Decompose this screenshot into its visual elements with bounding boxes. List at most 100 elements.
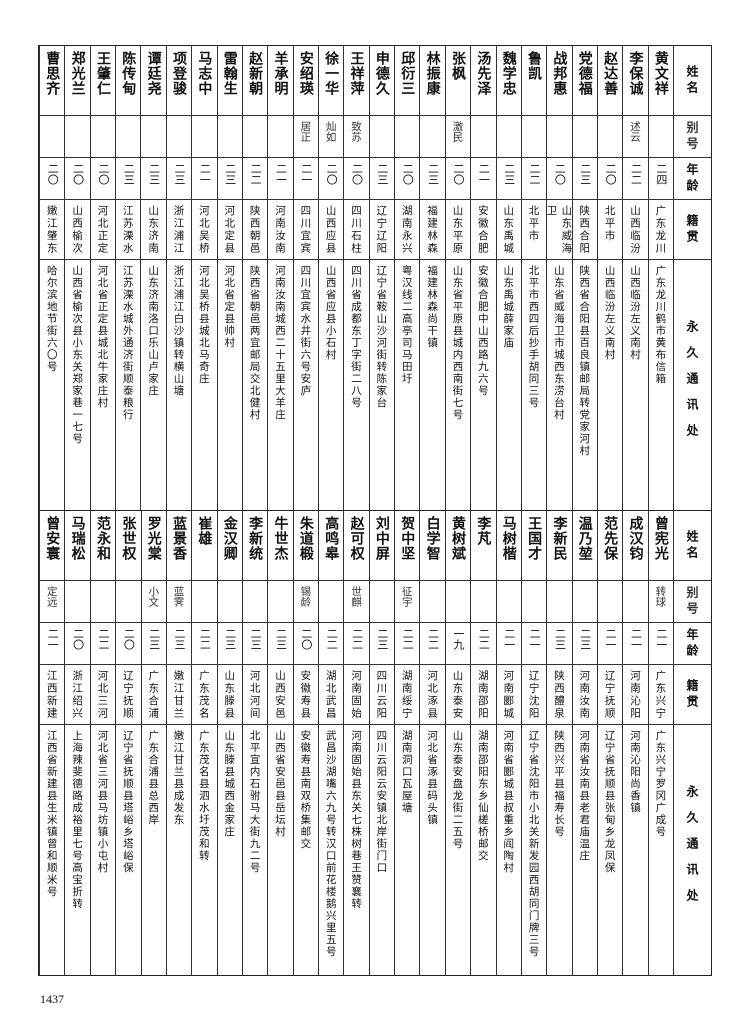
cell-alias	[166, 116, 192, 158]
cell-name: 黄文祥	[648, 46, 674, 116]
cell-address: 辽宁省抚顺县张甸乡龙凤保	[603, 730, 616, 874]
cell-name: 刘中屏	[369, 511, 395, 581]
cell-native: 辽宁沈阳	[521, 665, 547, 725]
cell-alias	[217, 581, 242, 623]
cell-name: 赵可权	[344, 511, 369, 581]
cell-name: 高鸣皋	[319, 511, 344, 581]
cell-address: 山西省榆次县小东关郑家巷一七号	[71, 265, 84, 445]
cell-native: 浙江绍兴	[65, 665, 90, 725]
cell-age: 二〇	[90, 158, 116, 200]
header-column: 姓名 别号 年龄 籍贯 永久通讯处	[673, 511, 711, 975]
cell-address: 湖南邵阳东乡仙槎桥邮交	[476, 730, 489, 862]
cell-age: 二一	[192, 158, 217, 200]
person-record: 战邦惠 二〇 山东威海卫 山东省威海卫市城西东涝台村	[546, 46, 572, 510]
cell-name: 崔雄	[192, 511, 217, 581]
cell-alias	[597, 581, 623, 623]
cell-address: 河南沁阳尚香镇	[629, 730, 642, 814]
person-record: 崔雄 二二 广东茂名 广东茂名县泗水圩茂和转	[191, 511, 217, 975]
person-record: 成汉钧 二一 河南沁阳 河南沁阳尚香镇	[622, 511, 648, 975]
cell-alias	[90, 581, 116, 623]
cell-alias: 转球	[648, 581, 674, 623]
cell-native: 山西临汾	[623, 200, 648, 260]
cell-alias	[268, 581, 293, 623]
cell-alias	[496, 581, 521, 623]
cell-alias: 蓝霁	[166, 581, 192, 623]
cell-alias	[648, 116, 674, 158]
cell-alias: 灿如	[318, 116, 344, 158]
cell-native: 安徽合肥	[471, 200, 496, 260]
cell-age: 二三	[572, 158, 597, 200]
cell-name: 党德福	[572, 46, 597, 116]
cell-age: 二一	[623, 623, 648, 665]
cell-native: 辽宁辽阳	[369, 200, 395, 260]
cell-native: 嫩江甘兰	[166, 665, 192, 725]
cell-native: 河南固始	[344, 665, 369, 725]
cell-native: 山西应县	[318, 200, 344, 260]
cell-address: 安徽合肥中山西路九六号	[476, 265, 489, 397]
person-record: 郑光兰 二〇 山西榆次 山西省榆次县小东关郑家巷一七号	[64, 46, 90, 510]
cell-name: 李保诚	[623, 46, 648, 116]
cell-alias: 居正	[293, 116, 318, 158]
cell-age: 二三	[496, 158, 521, 200]
cell-address: 陕西省朝邑两宜邮局交北健村	[248, 265, 261, 421]
cell-name: 曾安寰	[40, 511, 65, 581]
cell-name: 魏学忠	[496, 46, 521, 116]
cell-age: 二〇	[65, 623, 90, 665]
person-record: 白学智 二二 河北涿县 河北省涿县码头镇	[419, 511, 445, 975]
cell-age: 二一	[648, 623, 674, 665]
cell-address: 河北省三河县马坊镇小屯村	[96, 730, 109, 874]
cell-age: 二〇	[40, 158, 65, 200]
cell-name: 范永和	[90, 511, 116, 581]
cell-age: 二一	[496, 623, 521, 665]
cell-name: 温乃堃	[572, 511, 597, 581]
cell-native: 河北三河	[90, 665, 116, 725]
cell-native: 河南汝南	[268, 200, 293, 260]
cell-alias	[471, 116, 496, 158]
cell-age: 二二	[471, 623, 496, 665]
cell-address: 福建林森尚干镇	[426, 265, 439, 349]
person-record: 贺中坚 征宇 二二 湖南绥宁 湖南洞口瓦屋塘	[394, 511, 420, 975]
person-record: 牛世杰 二三 山西安邑 山西省安邑县岳坛村	[267, 511, 293, 975]
page-number: 1437	[40, 992, 64, 1006]
cell-native: 河北定县	[217, 200, 242, 260]
cell-native: 广东龙川	[648, 200, 674, 260]
cell-age: 二二	[344, 623, 369, 665]
person-record: 项登骏 二三 浙江浦江 浙江浦江白沙镇转横山塘	[165, 46, 192, 510]
cell-native: 湖南绥宁	[395, 665, 420, 725]
cell-address: 辽宁省抚顺县塔峪乡塔峪保	[121, 730, 134, 874]
cell-alias	[369, 116, 395, 158]
cell-name: 李新民	[547, 511, 572, 581]
person-record: 高鸣皋 二二 湖北武昌 武昌沙湖嘴六九号转汉口前花楼鹅兴里五号	[318, 511, 344, 975]
cell-age: 二三	[369, 158, 395, 200]
person-record: 罗光棠 小文 二三 广东合浦 广东合浦县总西岸	[140, 511, 166, 975]
cell-address: 山东泰安盘龙街二五号	[451, 730, 464, 850]
cell-name: 赵新朝	[242, 46, 268, 116]
cell-native: 河北河间	[242, 665, 268, 725]
cell-alias	[90, 116, 116, 158]
cell-native: 山西安邑	[268, 665, 293, 725]
person-record: 马树楷 二一 河南郾城 河南省郾城县叔重乡阎陶村	[495, 511, 521, 975]
cell-native: 四川宜宾	[293, 200, 318, 260]
cell-alias: 定远	[40, 581, 65, 623]
cell-name: 贺中坚	[395, 511, 420, 581]
cell-native: 河南汝南	[572, 665, 597, 725]
cell-name: 谭廷尧	[141, 46, 166, 116]
cell-alias	[116, 116, 141, 158]
cell-age: 二〇	[116, 623, 141, 665]
person-record: 王祥萍 致苏 二〇 四川石柱 四川省成都东丁字街二八号	[343, 46, 369, 510]
cell-alias	[547, 116, 572, 158]
cell-native: 河北涿县	[420, 665, 445, 725]
cell-address: 哈尔滨地节街六〇号	[45, 265, 58, 373]
cell-native: 嫩江肇东	[40, 200, 65, 260]
person-record: 李新民 二三 陕西醴泉 陕西兴平县福寿长号	[546, 511, 572, 975]
cell-address: 陕西兴平县福寿长号	[552, 730, 565, 838]
cell-name: 马志中	[192, 46, 217, 116]
cell-address: 山东禹城薛家庙	[502, 265, 515, 349]
cell-age: 二一	[268, 158, 293, 200]
cell-age: 二〇	[318, 158, 344, 200]
cell-age: 二〇	[597, 158, 623, 200]
cell-address: 河北吴桥县城北马奇庄	[197, 265, 210, 385]
cell-address: 湖南洞口瓦屋塘	[400, 730, 413, 814]
cell-address: 河南省郾城县叔重乡阎陶村	[502, 730, 515, 874]
cell-age: 二一	[471, 158, 496, 200]
